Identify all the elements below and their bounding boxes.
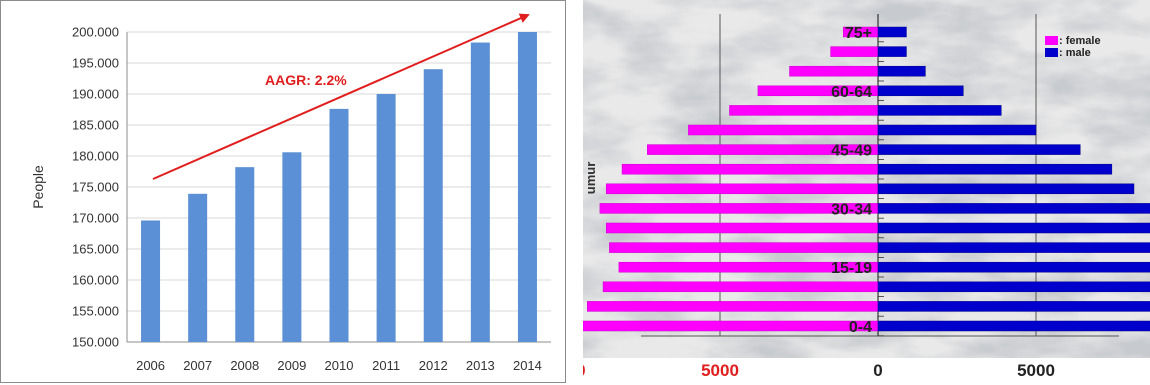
side-axis-label: umur bbox=[583, 162, 598, 195]
male-bar-45-49 bbox=[877, 144, 1081, 155]
bar-2009 bbox=[282, 152, 302, 342]
y-tick-label: 195.000 bbox=[72, 56, 119, 71]
female-bar-10-14 bbox=[602, 281, 879, 293]
age-label: 75+ bbox=[845, 25, 872, 42]
x-tick-label: 10000 bbox=[583, 361, 586, 380]
female-bar-35-39 bbox=[605, 183, 879, 195]
female-bar-40-44 bbox=[621, 163, 879, 175]
male-bar-35-39 bbox=[877, 183, 1135, 195]
male-bar-55-59 bbox=[877, 105, 1002, 116]
male-bar-60-64 bbox=[877, 85, 964, 97]
population-pyramid-svg: 0-4 15-19 30-34 45-49 60-64 75+ umur : female: … bbox=[583, 0, 1150, 380]
male-bar-70-74 bbox=[877, 46, 907, 57]
male-bar-40-44 bbox=[877, 163, 1113, 175]
male-bar-75+ bbox=[877, 26, 907, 38]
legend-label-male: : male bbox=[1059, 47, 1091, 59]
x-tick-label: 5000 bbox=[1017, 361, 1055, 380]
age-label: 30-34 bbox=[831, 201, 872, 218]
female-bar-55-59 bbox=[729, 105, 879, 116]
female-bar-5-9 bbox=[587, 301, 879, 312]
y-axis-label: People bbox=[30, 165, 46, 209]
male-bar-15-19 bbox=[877, 261, 1150, 273]
y-tick-label: 165.000 bbox=[72, 242, 119, 257]
female-bar-65-69 bbox=[789, 65, 879, 77]
y-tick-label: 170.000 bbox=[72, 211, 119, 226]
aagr-annotation: AAGR: 2.2% bbox=[265, 72, 347, 88]
x-tick-label: 2006 bbox=[136, 358, 165, 373]
bar-2012 bbox=[423, 69, 443, 342]
male-bar-0-4 bbox=[877, 320, 1150, 332]
male-bar-20-24 bbox=[877, 242, 1150, 253]
y-tick-label: 190.000 bbox=[72, 87, 119, 102]
y-tick-label: 185.000 bbox=[72, 118, 119, 133]
age-label: 0-4 bbox=[849, 319, 872, 336]
pyramid-marble-texture bbox=[583, 0, 1150, 358]
female-bar-20-24 bbox=[609, 242, 879, 253]
male-bar-10-14 bbox=[877, 281, 1150, 293]
legend-swatch-male bbox=[1045, 48, 1058, 57]
male-bar-65-69 bbox=[877, 65, 926, 77]
x-tick-label: 2011 bbox=[372, 358, 400, 373]
growth-arrow bbox=[152, 13, 530, 180]
y-tick-label: 180.000 bbox=[72, 149, 119, 164]
legend-swatch-female bbox=[1045, 36, 1058, 45]
population-bar-chart-svg: 150.000 155.000 160.000 165.000 170.000 175.0… bbox=[30, 13, 551, 373]
age-label: 60-64 bbox=[831, 84, 872, 101]
bar-2010 bbox=[329, 108, 349, 342]
male-bar-50-54 bbox=[877, 124, 1037, 136]
x-tick-label: 5000 bbox=[701, 361, 739, 380]
x-tick-label: 2009 bbox=[277, 358, 306, 373]
male-bar-5-9 bbox=[877, 301, 1150, 312]
population-pyramid-chart: 0-4 15-19 30-34 45-49 60-64 75+ umur : female: … bbox=[583, 0, 1150, 385]
legend-label-female: : female bbox=[1059, 35, 1101, 47]
x-tick-label: 0 bbox=[873, 361, 882, 380]
male-bar-30-34 bbox=[877, 203, 1150, 214]
female-bar-25-29 bbox=[605, 222, 879, 234]
x-tick-label: 2014 bbox=[513, 358, 542, 373]
y-tick-label: 155.000 bbox=[72, 304, 119, 319]
y-tick-label: 150.000 bbox=[72, 335, 119, 350]
y-tick-label: 200.000 bbox=[72, 25, 119, 40]
bar-2013 bbox=[470, 42, 490, 342]
bar-2008 bbox=[235, 167, 255, 342]
female-bar-0-4 bbox=[583, 320, 879, 332]
x-tick-label: 2007 bbox=[183, 358, 212, 373]
bar-2006 bbox=[141, 220, 161, 342]
y-tick-label: 175.000 bbox=[72, 180, 119, 195]
y-tick-label: 160.000 bbox=[72, 273, 119, 288]
x-tick-label: 2012 bbox=[419, 358, 448, 373]
female-bar-70-74 bbox=[830, 46, 879, 57]
x-tick-label: 2008 bbox=[230, 358, 259, 373]
population-growth-chart: 150.000 155.000 160.000 165.000 170.000 175.0… bbox=[0, 0, 566, 383]
age-label: 15-19 bbox=[831, 260, 872, 277]
bar-2007 bbox=[188, 193, 208, 342]
x-tick-label: 2010 bbox=[325, 358, 354, 373]
x-tick-label: 2013 bbox=[466, 358, 495, 373]
male-bar-25-29 bbox=[877, 222, 1150, 234]
female-bar-50-54 bbox=[688, 124, 879, 136]
age-label: 45-49 bbox=[831, 143, 872, 160]
bar-2014 bbox=[517, 32, 537, 342]
bar-2011 bbox=[376, 94, 396, 342]
